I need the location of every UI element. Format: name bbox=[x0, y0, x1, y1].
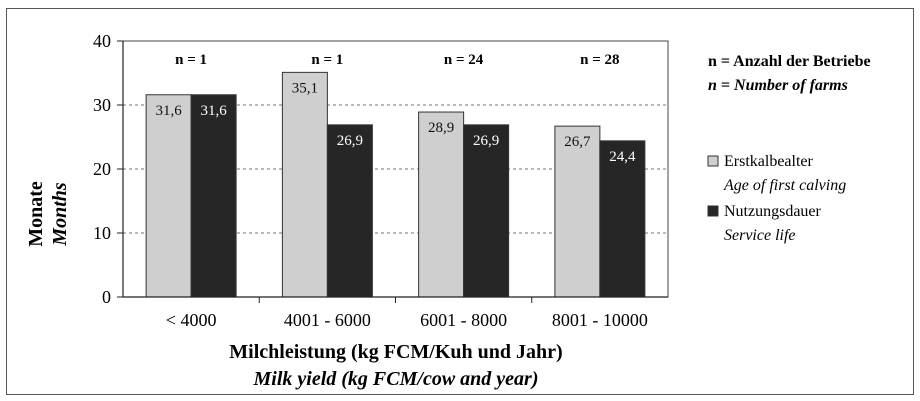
y-tick-label: 40 bbox=[93, 31, 111, 51]
legend-swatch-erstkalbealter bbox=[707, 155, 719, 167]
y-tick-label: 20 bbox=[93, 159, 111, 179]
n-label: n = 28 bbox=[580, 52, 619, 68]
bar-nutzungsdauer bbox=[326, 124, 373, 298]
y-tick-label: 0 bbox=[102, 287, 111, 307]
bar-erstkalbealter bbox=[418, 111, 465, 298]
chart-frame bbox=[6, 8, 914, 395]
legend-label-nutzungsdauer: Nutzungsdauer bbox=[724, 203, 822, 220]
bar-nutzungsdauer bbox=[190, 94, 237, 298]
bars bbox=[145, 71, 646, 298]
x-tick-label: 6001 - 8000 bbox=[420, 310, 507, 330]
legend-label-erstkalbealter-en: Age of first calving bbox=[723, 177, 846, 194]
bar-value-label: 26,9 bbox=[473, 133, 499, 149]
bar-value-label: 24,4 bbox=[609, 149, 636, 165]
n-note-en: n = Number of farms bbox=[708, 77, 848, 94]
x-tick-label: < 4000 bbox=[166, 310, 217, 330]
bar-erstkalbealter bbox=[554, 125, 601, 298]
y-axis-title: Monate bbox=[25, 181, 47, 247]
n-label: n = 1 bbox=[175, 52, 207, 68]
bar-erstkalbealter bbox=[145, 94, 192, 298]
bar-value-label: 35,1 bbox=[292, 80, 318, 96]
x-tick-label: 4001 - 6000 bbox=[284, 310, 371, 330]
bar-value-label: 26,9 bbox=[337, 133, 363, 149]
x-tick-label: 8001 - 10000 bbox=[552, 310, 648, 330]
bar-value-label: 26,7 bbox=[564, 134, 591, 150]
bar-value-label: 31,6 bbox=[156, 103, 183, 119]
legend-label-erstkalbealter: Erstkalbealter bbox=[724, 153, 814, 170]
n-note: n = Anzahl der Betriebe bbox=[708, 53, 871, 70]
n-label: n = 24 bbox=[444, 52, 484, 68]
x-axis-title-en: Milk yield (kg FCM/cow and year) bbox=[253, 368, 539, 390]
n-label: n = 1 bbox=[311, 52, 343, 68]
bar-nutzungsdauer bbox=[599, 140, 646, 298]
x-axis-title: Milchleistung (kg FCM/Kuh und Jahr) bbox=[229, 341, 562, 363]
axes: 0 10 20 30 40 < 4000 4001 - 6000 6001 - 8000 800… bbox=[93, 31, 668, 330]
y-tick-label: 30 bbox=[93, 95, 111, 115]
legend-label-nutzungsdauer-en: Service life bbox=[724, 227, 796, 244]
bar-erstkalbealter bbox=[281, 71, 328, 298]
bar-nutzungsdauer bbox=[463, 124, 510, 298]
y-axis-title-en: Months bbox=[49, 182, 71, 247]
y-tick-label: 10 bbox=[93, 223, 111, 243]
legend-swatch-nutzungsdauer bbox=[707, 205, 719, 217]
bar-value-label: 31,6 bbox=[201, 103, 228, 119]
labels: 31,6 31,6 n = 1 35,1 26,9 n = 1 28,9 26,9 n = 24… bbox=[156, 52, 637, 165]
bar-value-label: 28,9 bbox=[428, 120, 454, 136]
